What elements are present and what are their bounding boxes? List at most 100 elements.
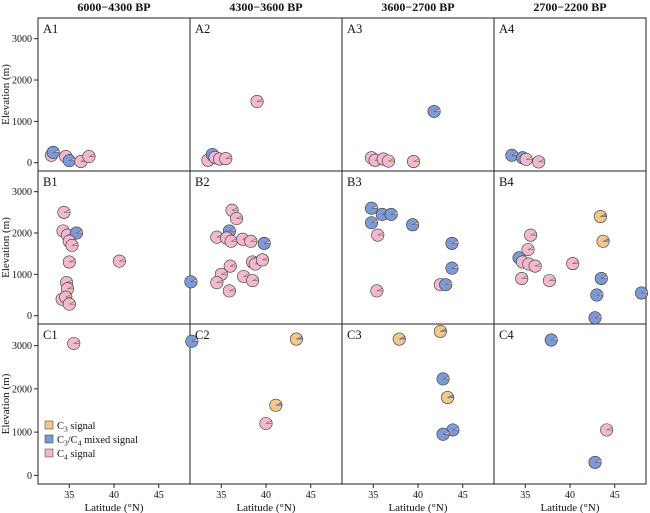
data-point xyxy=(566,257,580,271)
point-wedge xyxy=(63,209,71,213)
data-point xyxy=(365,216,379,230)
data-point xyxy=(384,207,398,221)
data-point xyxy=(436,372,450,386)
y-tick-label: 0 xyxy=(27,471,32,482)
point-wedge xyxy=(451,240,459,244)
column-header: 4300−3600 BP xyxy=(229,0,302,14)
point-wedge xyxy=(256,98,264,102)
data-point xyxy=(521,243,535,257)
x-tick-label: 45 xyxy=(458,490,468,501)
point-wedge xyxy=(71,242,79,246)
data-point xyxy=(210,276,224,290)
point-wedge xyxy=(216,279,224,283)
data-point xyxy=(185,334,199,348)
data-point xyxy=(82,150,96,164)
point-wedge xyxy=(601,275,608,279)
point-wedge xyxy=(530,232,538,236)
x-tick-label: 35 xyxy=(64,490,74,501)
y-tick-label: 2000 xyxy=(12,384,32,395)
data-point xyxy=(246,274,260,288)
data-point xyxy=(439,278,453,292)
x-tick-label: 40 xyxy=(261,490,271,501)
x-tick-label: 40 xyxy=(565,490,575,501)
panel-c4: C4 xyxy=(499,328,614,469)
data-point xyxy=(269,398,283,412)
panel-a3: A3 xyxy=(347,22,441,168)
panel-frame xyxy=(341,17,495,172)
data-point xyxy=(528,259,542,273)
point-wedge xyxy=(377,232,385,236)
data-point xyxy=(519,152,533,166)
panel-frame xyxy=(493,170,647,325)
point-wedge xyxy=(250,238,258,242)
data-point xyxy=(600,423,614,437)
x-tick-label: 35 xyxy=(368,490,378,501)
point-wedge xyxy=(265,420,273,424)
y-tick-label: 2000 xyxy=(12,76,32,87)
panel-a1: A1 xyxy=(43,22,96,168)
panel-frame xyxy=(341,170,495,325)
point-wedge xyxy=(66,279,74,283)
data-point xyxy=(257,236,271,250)
point-wedge xyxy=(442,431,450,435)
data-point xyxy=(370,284,384,298)
point-wedge xyxy=(594,314,602,318)
data-point xyxy=(62,154,76,168)
point-wedge xyxy=(229,227,236,232)
panel-b2: B2 xyxy=(195,175,271,298)
panel-c3: C3 xyxy=(347,324,460,441)
panel-a2: A2 xyxy=(195,22,264,167)
data-point xyxy=(433,324,447,338)
point-wedge xyxy=(572,260,580,264)
point-wedge xyxy=(190,278,198,283)
panel-label: C2 xyxy=(195,328,210,342)
point-wedge xyxy=(451,265,459,269)
data-point xyxy=(635,286,649,300)
point-wedge xyxy=(376,287,384,292)
point-wedge xyxy=(69,301,76,305)
data-point xyxy=(244,234,258,248)
data-point xyxy=(62,297,76,311)
point-wedge xyxy=(440,328,447,332)
data-point xyxy=(544,333,558,347)
data-point xyxy=(381,154,395,168)
y-tick-label: 3000 xyxy=(12,187,32,198)
panel-label: B3 xyxy=(347,175,362,189)
point-wedge xyxy=(69,259,76,263)
data-point xyxy=(524,228,538,242)
panel-label: C3 xyxy=(347,328,362,342)
data-point xyxy=(445,236,459,250)
x-tick-label: 40 xyxy=(413,490,423,501)
legend-swatch-mixed xyxy=(44,434,54,444)
data-point xyxy=(67,336,81,350)
point-wedge xyxy=(388,158,395,162)
data-point xyxy=(441,391,455,405)
point-wedge xyxy=(371,219,378,223)
panel-label: B1 xyxy=(43,175,58,189)
panel-b4: B4 xyxy=(499,175,649,325)
point-wedge xyxy=(445,281,453,285)
point-wedge xyxy=(413,158,420,162)
point-wedge xyxy=(551,337,558,341)
data-point xyxy=(219,152,233,166)
point-wedge xyxy=(88,153,96,157)
x-tick-label: 35 xyxy=(216,490,226,501)
data-point xyxy=(596,234,610,248)
data-point xyxy=(250,95,264,109)
point-wedge xyxy=(442,375,450,380)
panel-frame xyxy=(37,323,191,485)
data-point xyxy=(57,205,71,219)
panel-label: A1 xyxy=(43,22,58,36)
data-point xyxy=(289,332,303,346)
data-point xyxy=(593,209,607,223)
point-wedge xyxy=(527,246,535,250)
point-wedge xyxy=(252,277,259,281)
point-wedge xyxy=(594,459,602,463)
panel-frame xyxy=(493,17,647,172)
data-point xyxy=(505,148,519,162)
point-wedge xyxy=(76,230,83,234)
y-tick-label: 3000 xyxy=(12,34,32,45)
panel-label: A4 xyxy=(499,22,515,36)
point-wedge xyxy=(535,263,542,267)
point-wedge xyxy=(67,285,74,290)
